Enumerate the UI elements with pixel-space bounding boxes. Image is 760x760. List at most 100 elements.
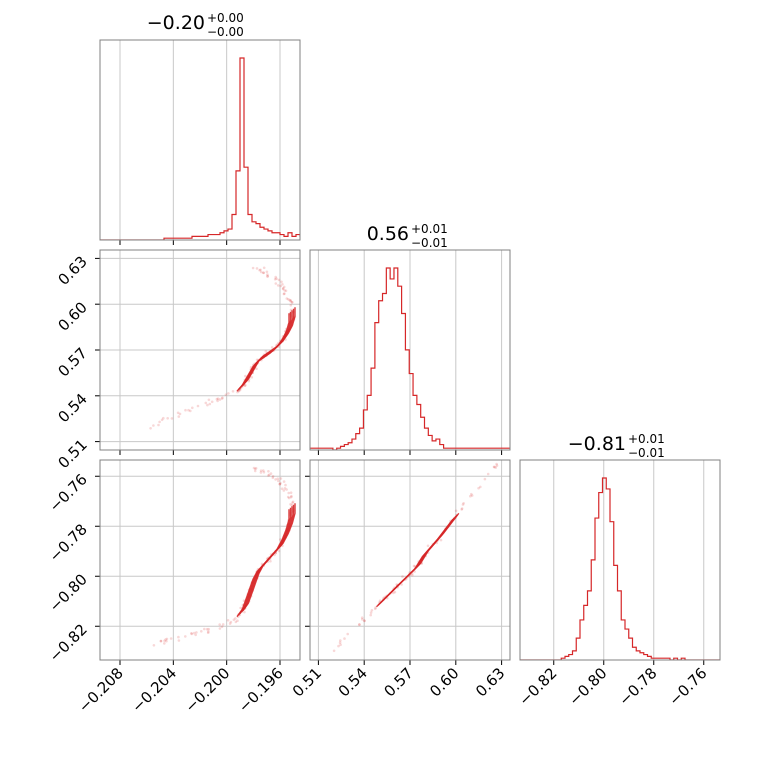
scatter-p2-vs-p1-sample (216, 399, 219, 403)
title-p2-minus: −0.01 (411, 236, 448, 250)
scatter-p3-vs-p1-sample (200, 630, 203, 633)
scatter-p3-vs-p1-sample (190, 632, 194, 636)
xtick-label-p3: −0.80 (565, 664, 610, 709)
hist-p1-frame (99, 39, 301, 241)
scatter-p2-vs-p1-sample (288, 298, 292, 302)
scatter-p2-vs-p1-sample (207, 398, 211, 402)
scatter-p2-vs-p1-sample (224, 393, 228, 397)
scatter-p2-vs-p1-sample (277, 278, 281, 282)
scatter-p2-vs-p1-sample (204, 401, 208, 405)
scatter-p2-vs-p1-sample (244, 383, 247, 387)
scatter-p3-vs-p2-frame (309, 459, 511, 661)
scatter-p2-vs-p1-sample (247, 379, 251, 383)
scatter-p3-vs-p2-sample (483, 477, 487, 481)
scatter-p3-vs-p1-frame (99, 459, 301, 661)
scatter-p3-vs-p2-sample (492, 465, 496, 469)
scatter-p3-vs-p2-panel (305, 459, 511, 665)
scatter-p3-vs-p1-sample (286, 495, 290, 499)
scatter-p3-vs-p1-sample (276, 477, 280, 481)
scatter-p2-vs-p1-panel (95, 249, 301, 455)
scatter-p3-vs-p1-sample (192, 631, 196, 635)
scatter-p3-vs-p2-sample (494, 466, 498, 469)
scatter-p3-vs-p1-sample (282, 489, 286, 492)
xtick-label-p2: 0.51 (289, 664, 325, 700)
scatter-p3-vs-p2-sample (460, 508, 464, 511)
scatter-p3-vs-p1-sample (184, 635, 187, 638)
scatter-p3-vs-p2-sample (400, 583, 403, 586)
scatter-p2-vs-p1-sample (262, 271, 265, 275)
scatter-p2-vs-p1-sample (282, 292, 286, 296)
scatter-p2-vs-p1-sample (149, 427, 152, 430)
scatter-p2-vs-p1-sample (274, 282, 278, 285)
title-p1-median: −0.20 (147, 12, 205, 34)
scatter-p2-vs-p1-sample (162, 416, 165, 420)
title-p2-plus: +0.01 (411, 222, 448, 236)
hist-p2-frame (309, 249, 511, 451)
scatter-p3-vs-p1-sample (291, 501, 294, 505)
scatter-p3-vs-p1-sample (232, 618, 236, 621)
scatter-p2-vs-p1-sample (250, 376, 254, 379)
scatter-p2-vs-p1-frame (99, 249, 301, 451)
hist-p2-steps (310, 267, 510, 450)
scatter-p3-vs-p1-sample (289, 491, 293, 495)
scatter-p3-vs-p1-sample (164, 638, 167, 641)
scatter-p2-vs-p1-sample (259, 270, 263, 274)
scatter-p3-vs-p1-sample (278, 482, 282, 486)
scatter-p2-vs-p1-sample (255, 367, 258, 371)
scatter-p3-vs-p1-sample (253, 467, 257, 471)
hist-p3-steps (520, 477, 720, 660)
scatter-p3-vs-p1-sample (177, 635, 180, 639)
title-p1-minus: −0.00 (207, 25, 244, 39)
scatter-p3-vs-p2-sample (378, 599, 382, 602)
scatter-p3-vs-p1-sample (236, 619, 239, 622)
xtick-label-p1: −0.204 (128, 664, 180, 716)
scatter-p3-vs-p1-sample (280, 487, 284, 491)
ytick-label-p3: −0.76 (46, 470, 91, 515)
scatter-p3-vs-p1-sample (269, 559, 272, 563)
scatter-p3-vs-p2-sample (493, 465, 496, 469)
scatter-p2-vs-p1-sample (279, 284, 283, 288)
scatter-p2-vs-p1-sample (221, 396, 224, 400)
scatter-p3-vs-p1-sample (277, 479, 280, 483)
scatter-p3-vs-p1-sample (287, 491, 291, 495)
scatter-p3-vs-p1-sample (253, 469, 257, 473)
scatter-p2-vs-p1-sample (231, 390, 235, 393)
scatter-p2-vs-p1-sample (227, 392, 230, 395)
scatter-p2-vs-p1-sample (218, 398, 222, 401)
hist-p2-panel (309, 249, 511, 455)
xtick-label-p2: 0.57 (380, 664, 416, 700)
scatter-p3-vs-p2-sample (332, 649, 336, 653)
scatter-p2-vs-p1-sample (281, 287, 285, 290)
scatter-p3-vs-p1-sample (165, 637, 169, 641)
scatter-p3-vs-p2-contour (382, 512, 460, 602)
scatter-p2-vs-p1-sample (236, 390, 239, 394)
scatter-p2-vs-p1-sample (266, 273, 269, 276)
ytick-label-p2: 0.51 (54, 436, 90, 472)
scatter-p2-vs-p1-sample (289, 299, 292, 303)
scatter-p3-vs-p1-sample (152, 644, 156, 647)
title-p1-plus: +0.00 (207, 11, 244, 25)
scatter-p2-vs-p1-sample (170, 417, 174, 420)
scatter-p2-vs-p1-sample (291, 301, 294, 304)
scatter-p3-vs-p1-sample (271, 476, 275, 480)
scatter-p3-vs-p1-sample (234, 617, 237, 620)
scatter-p2-vs-p1-sample (255, 267, 259, 270)
scatter-p3-vs-p2-sample (343, 637, 346, 640)
scatter-p2-vs-p1-sample (166, 417, 169, 420)
scatter-p3-vs-p1-sample (290, 494, 293, 498)
scatter-p3-vs-p1-sample (163, 639, 166, 643)
scatter-p3-vs-p1-sample (278, 482, 282, 486)
scatter-p3-vs-p1-sample (165, 639, 168, 643)
scatter-p2-vs-p1-sample (177, 415, 181, 418)
scatter-p3-vs-p2-sample (370, 609, 374, 612)
scatter-p3-vs-p1-sample (163, 642, 166, 645)
scatter-p3-vs-p2-sample (338, 641, 342, 644)
scatter-p2-vs-p1-sample (259, 268, 262, 272)
scatter-p2-vs-p1-sample (258, 268, 261, 272)
scatter-p2-vs-p1-sample (244, 374, 247, 378)
scatter-p3-vs-p1-sample (283, 487, 287, 490)
scatter-p3-vs-p1-sample (218, 623, 221, 626)
scatter-p3-vs-p1-sample (289, 503, 292, 506)
hist-p1-panel-bg (100, 40, 300, 240)
scatter-p3-vs-p2-sample (369, 611, 373, 614)
